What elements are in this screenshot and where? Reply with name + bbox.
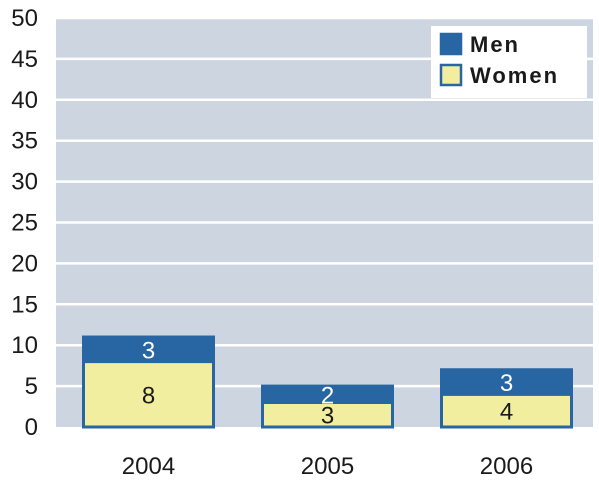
y-tick-label: 45	[11, 46, 38, 73]
bar-stack: 32	[261, 382, 394, 430]
data-label-women: 3	[321, 403, 334, 430]
legend-swatch-men	[439, 32, 463, 56]
bar-segment-women	[440, 392, 573, 429]
bar-segment-women	[82, 360, 215, 429]
x-axis-ticks: 2004 2005 2006	[122, 453, 533, 480]
x-tick-label: 2006	[480, 453, 533, 480]
legend: Men Women	[431, 26, 587, 98]
data-label-women: 4	[500, 399, 513, 426]
bar-stack: 83	[82, 335, 215, 429]
data-label-men: 2	[321, 382, 334, 409]
y-tick-label: 35	[11, 128, 38, 155]
data-label-women: 8	[142, 382, 155, 409]
x-tick-label: 2004	[122, 453, 175, 480]
y-tick-label: 15	[11, 291, 38, 318]
y-tick-label: 50	[11, 5, 38, 32]
x-tick-label: 2005	[301, 453, 354, 480]
y-tick-label: 20	[11, 250, 38, 277]
gridlines	[56, 16, 593, 388]
y-axis-ticks: 0 5 10 15 20 25 30 35 40 45 50	[11, 5, 38, 441]
data-label-men: 3	[142, 337, 155, 364]
y-tick-label: 5	[25, 373, 38, 400]
bar-segment-men	[82, 335, 215, 364]
y-tick-label: 30	[11, 169, 38, 196]
legend-swatch-women	[439, 63, 463, 87]
bar-stack: 43	[440, 368, 573, 429]
bar-segment-men	[261, 384, 394, 404]
legend-label-women: Women	[470, 63, 559, 88]
y-tick-label: 0	[25, 414, 38, 441]
y-tick-label: 25	[11, 210, 38, 237]
bar-segment-men	[440, 368, 573, 396]
legend-label-men: Men	[470, 32, 520, 57]
data-label-men: 3	[500, 370, 513, 397]
y-tick-label: 40	[11, 87, 38, 114]
y-tick-label: 10	[11, 332, 38, 359]
